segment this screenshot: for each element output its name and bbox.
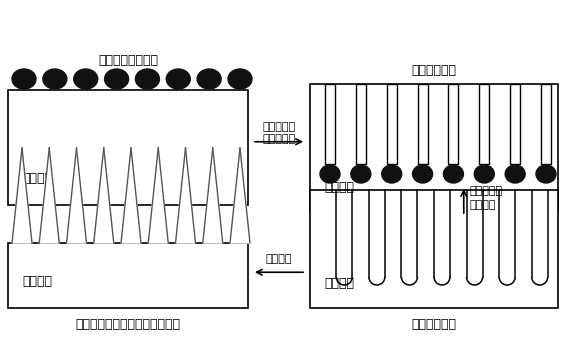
Text: 粒子去除: 粒子去除 xyxy=(470,200,496,210)
Ellipse shape xyxy=(351,165,371,183)
Polygon shape xyxy=(66,148,87,243)
Ellipse shape xyxy=(444,165,464,183)
Text: 金属纳米颗: 金属纳米颗 xyxy=(262,122,296,132)
Ellipse shape xyxy=(320,165,340,183)
Ellipse shape xyxy=(197,69,221,89)
Ellipse shape xyxy=(228,69,252,89)
Polygon shape xyxy=(203,148,223,243)
Bar xyxy=(310,190,558,308)
Ellipse shape xyxy=(12,69,36,89)
Polygon shape xyxy=(39,148,59,243)
Bar xyxy=(479,84,489,164)
Text: 具有亚波长结构的硅纳米线阵列: 具有亚波长结构的硅纳米线阵列 xyxy=(76,318,180,330)
Ellipse shape xyxy=(505,165,525,183)
Text: 金属纳米颗: 金属纳米颗 xyxy=(470,186,503,196)
Bar xyxy=(541,84,551,164)
Ellipse shape xyxy=(43,69,67,89)
Bar xyxy=(325,84,335,164)
Text: 多晶硅片: 多晶硅片 xyxy=(22,275,52,288)
Bar xyxy=(418,84,427,164)
Polygon shape xyxy=(230,148,250,243)
Text: 多晶硅片: 多晶硅片 xyxy=(324,181,354,194)
Ellipse shape xyxy=(166,69,190,89)
Bar xyxy=(510,84,520,164)
Text: 硅纳米线阵列: 硅纳米线阵列 xyxy=(411,63,457,77)
Ellipse shape xyxy=(104,69,128,89)
Bar xyxy=(387,84,397,164)
Ellipse shape xyxy=(536,165,556,183)
Text: 多晶硅片: 多晶硅片 xyxy=(22,172,52,185)
Ellipse shape xyxy=(382,165,402,183)
Text: 金属纳米粒子沉积: 金属纳米粒子沉积 xyxy=(98,54,158,67)
Bar xyxy=(8,90,248,205)
Polygon shape xyxy=(12,148,32,243)
Bar xyxy=(8,243,248,308)
Ellipse shape xyxy=(74,69,98,89)
Ellipse shape xyxy=(413,165,433,183)
Text: 粒辅助刻蚀: 粒辅助刻蚀 xyxy=(262,134,296,144)
Polygon shape xyxy=(121,148,141,243)
Polygon shape xyxy=(94,148,114,243)
Polygon shape xyxy=(175,148,195,243)
Text: 多晶硅片: 多晶硅片 xyxy=(324,277,354,290)
Bar xyxy=(310,84,558,212)
Text: 二次刻蚀: 二次刻蚀 xyxy=(266,254,292,264)
Ellipse shape xyxy=(474,165,494,183)
Bar xyxy=(356,84,366,164)
Polygon shape xyxy=(148,148,168,243)
Text: 硅纳米线阵列: 硅纳米线阵列 xyxy=(411,318,457,330)
Ellipse shape xyxy=(135,69,159,89)
Bar xyxy=(449,84,458,164)
